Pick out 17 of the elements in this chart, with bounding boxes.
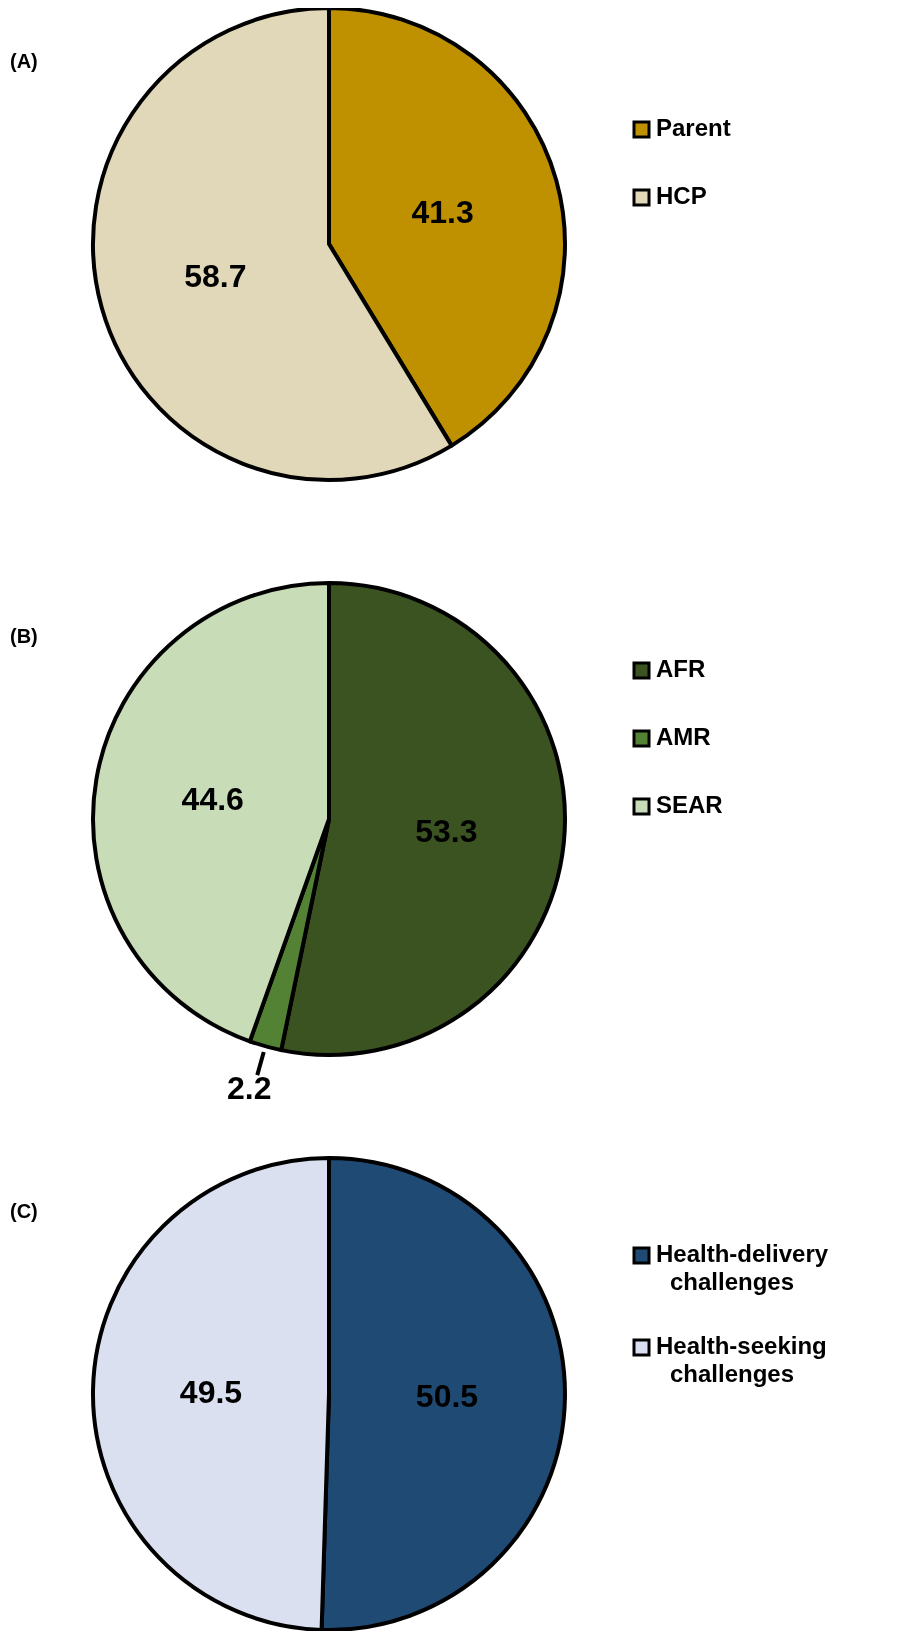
text: (B) (10, 625, 38, 647)
legend-label: SEAR (656, 791, 723, 818)
legend-label: AMR (656, 723, 711, 750)
text: (C) (10, 1200, 38, 1222)
data-label: 2.2 (227, 1070, 272, 1107)
legend-label: Parent (656, 114, 731, 141)
data-label: 41.3 (411, 194, 474, 231)
text: (A) (10, 50, 38, 72)
data-label: 58.7 (184, 257, 247, 294)
legend-label: HCP (656, 182, 707, 209)
data-label: 44.6 (181, 780, 244, 817)
legend-label: AFR (656, 655, 706, 682)
data-label: 50.5 (415, 1377, 479, 1414)
legend-label: Health-seeking challenges (656, 1332, 827, 1387)
data-label: 49.5 (179, 1374, 243, 1411)
legend-label: Health-delivery challenges (656, 1240, 829, 1295)
data-label: 53.3 (415, 813, 478, 850)
